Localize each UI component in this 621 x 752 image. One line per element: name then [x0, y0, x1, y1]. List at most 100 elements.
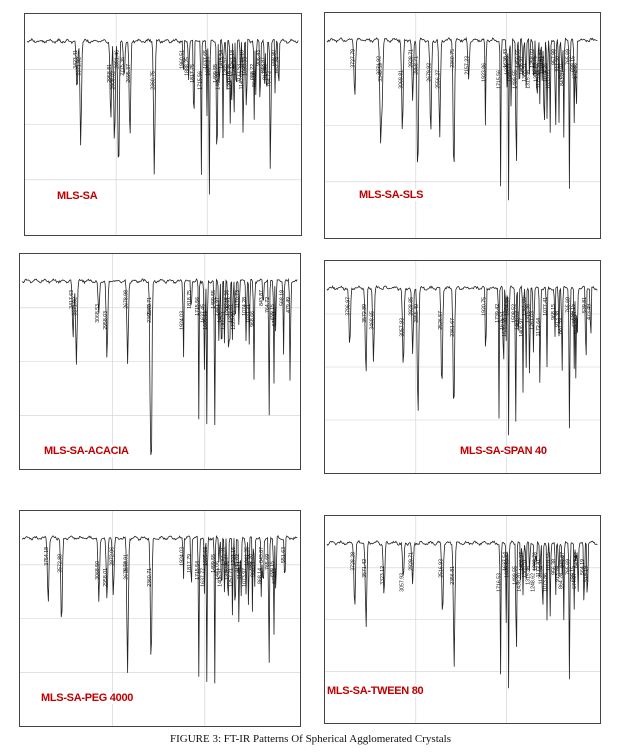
spectrum-trace: [326, 36, 598, 201]
peak-label: 1406.97: [218, 568, 224, 587]
peak-label: 864.28: [558, 573, 564, 589]
peak-label: 652.24: [275, 57, 281, 73]
peak-label: 1365.51: [522, 559, 528, 578]
peak-label: 765.69: [566, 49, 572, 65]
peak-label: 3572.89: [58, 554, 64, 573]
peak-label: 1499.55: [213, 64, 219, 83]
peak-label: 2775.36: [120, 57, 126, 76]
spectrum-plot: 3796.97 3572.89 3468.65 3057.93 2928.85 2855.…: [325, 261, 600, 473]
peak-label: 1315.36: [226, 64, 232, 83]
peak-label: 913.38: [555, 311, 561, 327]
peak-label: 1223.16: [231, 547, 237, 566]
peak-label: 3728.28: [351, 552, 357, 571]
peak-label: 2908.02: [111, 71, 117, 90]
chart-panel-mls-sa-sls: 3727.79 3371.92 3349.59 3069.81 2928.71 2858.…: [324, 12, 601, 239]
peak-label: 699.15: [570, 56, 576, 72]
peak-label: 764.72: [265, 297, 271, 313]
peak-label: 1223.75: [532, 56, 538, 75]
peak-label: 960.71: [251, 561, 257, 577]
chart-panel-mls-sa-peg4000: 3754.18 3572.89 3068.50 2958.01 2872.06 2679.…: [19, 510, 301, 727]
peak-label: 2928.85: [409, 297, 415, 316]
peak-label: 868.14: [257, 568, 263, 584]
figure-caption: FIGURE 3: FT-IR Patterns Of Spherical Ag…: [170, 733, 451, 745]
peak-label: 3371.92: [77, 57, 83, 76]
peak-label: 699.15: [270, 304, 276, 320]
peak-label: 3571.42: [362, 559, 368, 578]
peak-label: 479.49: [286, 297, 292, 313]
peak-label: 1365.51: [221, 311, 227, 330]
peak-label: 1605.63: [203, 311, 209, 330]
peak-label: 1605.59: [505, 559, 511, 578]
peak-label: 1508.52: [512, 304, 518, 323]
peak-label: 1073.86: [543, 573, 549, 592]
peak-label: 1298.01: [226, 297, 232, 316]
panel-title: MLS-SA-TWEEN 80: [326, 685, 425, 697]
chart-panel-mls-sa-tween80: 3728.28 3571.42 3323.12 3057.93 2929.71 2516.…: [324, 515, 601, 724]
peak-label: 699.15: [270, 561, 276, 577]
peak-label: 1171.02: [235, 554, 241, 572]
peak-label: 1604.94: [205, 57, 211, 76]
peak-label: 988.22: [250, 64, 256, 80]
peak-label: 564.19: [580, 559, 586, 575]
peak-label: 1206.22: [534, 63, 540, 82]
peak-label: 674.07: [572, 573, 578, 589]
peak-label: 2356.81: [450, 566, 456, 585]
peak-label: 1258.02: [530, 49, 536, 68]
peak-label: 2157.23: [465, 56, 471, 75]
peak-label: 1073.97: [242, 568, 248, 587]
peak-label: 1920.75: [482, 297, 488, 316]
peak-label: 1330.27: [223, 554, 229, 573]
peak-label: 2928.71: [409, 49, 415, 68]
peak-label: 1406.97: [519, 552, 525, 571]
peak-label: 1888.25: [185, 57, 191, 76]
peak-label: 2360.75: [450, 49, 456, 68]
peak-label: 699.15: [570, 304, 576, 320]
peak-label: 765.69: [265, 554, 271, 570]
peak-label: 1141.57: [538, 49, 544, 67]
peak-label: 964.88: [252, 71, 258, 87]
peak-label: 1177.53: [236, 64, 242, 82]
peak-label: 1315.36: [526, 70, 532, 89]
peak-label: 2360.75: [150, 71, 156, 90]
peak-label: 1074.26: [543, 63, 549, 82]
peak-label: 2695.37: [126, 64, 132, 83]
peak-label: 1365.51: [522, 63, 528, 82]
peak-label: 3069.81: [398, 70, 404, 89]
panel-title: MLS-SA-PEG 4000: [40, 692, 135, 704]
peak-label: 1074.28: [242, 297, 248, 316]
peak-label: 699.15: [570, 566, 576, 582]
peak-label: 843.87: [261, 57, 267, 73]
peak-label: 698.80: [271, 50, 277, 66]
peak-label: 1441.97: [215, 297, 221, 316]
peak-label: 3323.12: [380, 566, 386, 585]
peak-label: 676.07: [572, 311, 578, 327]
panel-title: MLS-SA-SLS: [358, 189, 425, 201]
peak-label: 551.63: [281, 547, 287, 563]
spectrum-trace: [21, 534, 298, 684]
spectrum-trace: [326, 539, 598, 689]
peak-label: 2958.81: [107, 64, 113, 83]
peak-label: 1739.42: [495, 304, 501, 323]
peak-label: 1315.36: [526, 304, 532, 323]
peak-label: 3057.93: [399, 318, 405, 337]
peak-label: 1257.61: [229, 304, 235, 323]
peak-label: 2516.93: [439, 559, 445, 578]
peak-label: 1031.55: [546, 552, 552, 571]
peak-label: 1637.45: [201, 304, 207, 323]
peak-label: 1235.29: [232, 57, 238, 76]
peak-label: 1415.54: [219, 50, 225, 69]
peak-label: 1143.71: [237, 561, 243, 579]
peak-label: 1041.25: [245, 547, 251, 566]
peak-label: 1406.97: [519, 56, 525, 75]
peak-label: 1093.33: [243, 57, 249, 76]
peak-label: 3572.89: [362, 304, 368, 323]
peak-label: 1135.64: [539, 566, 545, 584]
peak-label: 1441.06: [215, 561, 221, 580]
peak-label: 913.24: [555, 566, 561, 582]
peak-label: 2872.06: [109, 547, 115, 566]
peak-label: 1818.75: [187, 290, 193, 309]
peak-label: 539.81: [582, 297, 588, 313]
peak-label: 1172.41: [536, 559, 542, 577]
peak-label: 1715.56: [195, 297, 201, 316]
